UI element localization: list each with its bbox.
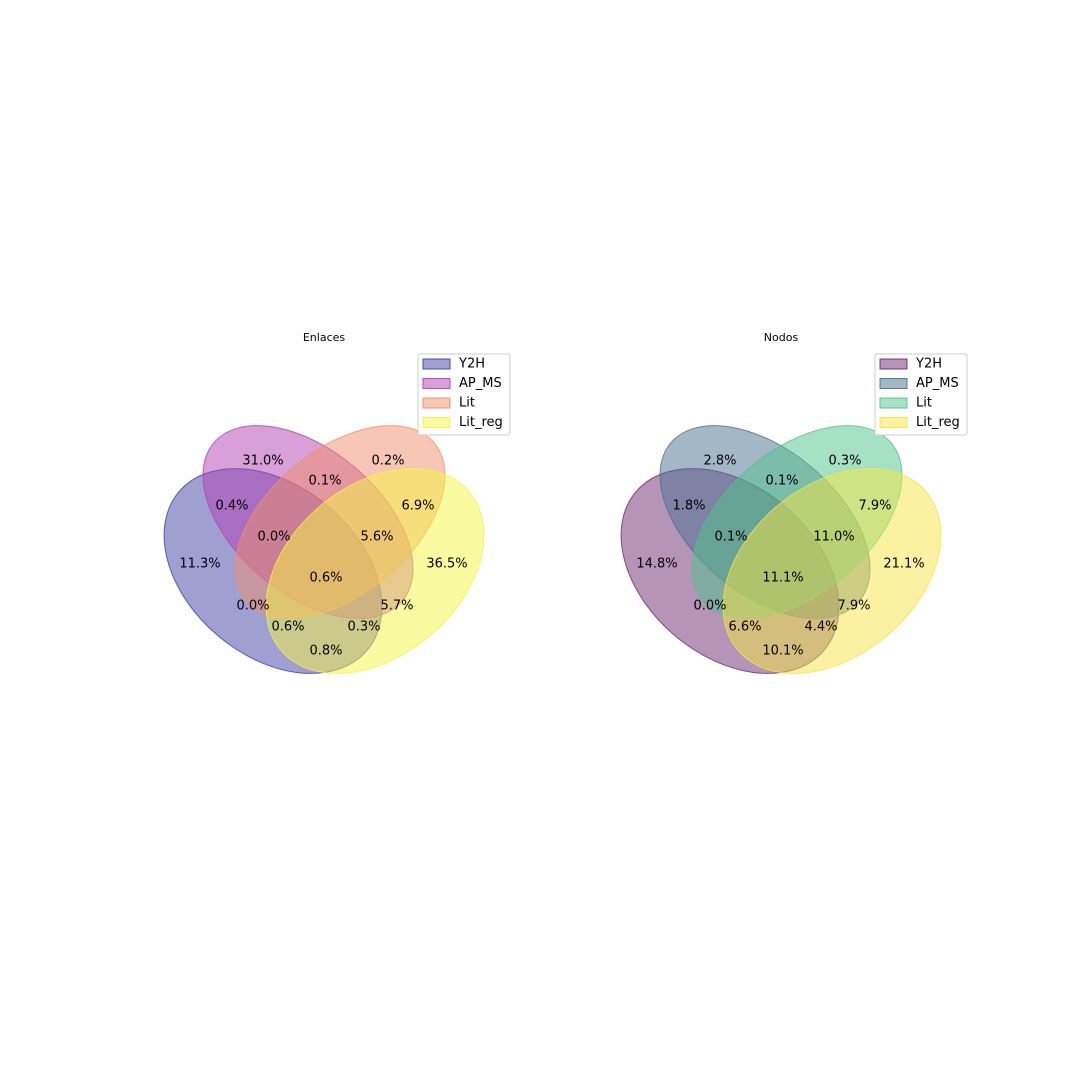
legend-swatch <box>422 397 451 409</box>
legend-label: Lit <box>916 396 932 411</box>
legend-label: Lit <box>459 396 475 411</box>
region-label: 0.2% <box>371 454 404 469</box>
legend-swatch <box>879 358 908 370</box>
set-ellipse-lit-reg <box>265 468 485 674</box>
region-label: 21.1% <box>883 557 924 572</box>
venn-diagram-enlaces: Enlaces 31.0% 0.2% 0.1% 0.4% 6.9% 0.0% 5.6% 11.… <box>163 331 511 674</box>
region-label: 0.8% <box>309 644 342 659</box>
region-label: 0.0% <box>693 599 726 614</box>
legend-swatch <box>879 378 908 389</box>
region-label: 11.3% <box>179 557 220 572</box>
region-label: 0.6% <box>309 571 342 586</box>
legend-label: AP_MS <box>916 376 959 391</box>
venn-diagram-nodos: Nodos 2.8% 0.3% 0.1% 1.8% 7.9% 0.1% 11.0% 14.8%… <box>620 331 968 674</box>
region-label: 7.9% <box>837 599 870 614</box>
region-label: 0.4% <box>215 499 248 514</box>
legend-swatch <box>879 397 908 409</box>
legend-label: AP_MS <box>459 376 502 391</box>
legend: Y2H AP_MS Lit Lit_reg <box>874 353 968 436</box>
legend-label: Y2H <box>915 357 942 372</box>
region-label: 0.0% <box>236 599 269 614</box>
region-label: 0.3% <box>828 454 861 469</box>
region-label: 0.1% <box>308 474 341 489</box>
region-label: 5.6% <box>360 530 393 545</box>
legend: Y2H AP_MS Lit Lit_reg <box>417 353 511 436</box>
legend-swatch <box>879 417 908 428</box>
region-label: 0.0% <box>257 530 290 545</box>
legend-label: Y2H <box>458 357 485 372</box>
set-ellipse-lit-reg <box>722 468 942 674</box>
region-label: 2.8% <box>703 454 736 469</box>
legend-label: Lit_reg <box>916 415 960 430</box>
region-label: 11.1% <box>762 571 803 586</box>
legend-frame <box>417 353 511 436</box>
region-label: 14.8% <box>636 557 677 572</box>
legend-label: Lit_reg <box>459 415 503 430</box>
region-label: 7.9% <box>858 499 891 514</box>
region-label: 31.0% <box>242 454 283 469</box>
region-label: 4.4% <box>804 620 837 635</box>
region-label: 0.6% <box>271 620 304 635</box>
legend-swatch <box>422 378 451 389</box>
region-label: 1.8% <box>672 499 705 514</box>
region-label: 10.1% <box>762 644 803 659</box>
region-label: 0.1% <box>714 530 747 545</box>
region-label: 0.1% <box>765 474 798 489</box>
diagram-title: Enlaces <box>303 331 346 344</box>
region-label: 36.5% <box>426 557 467 572</box>
legend-swatch <box>422 417 451 428</box>
region-label: 11.0% <box>813 530 854 545</box>
region-label: 5.7% <box>380 599 413 614</box>
legend-frame <box>874 353 968 436</box>
region-label: 6.6% <box>728 620 761 635</box>
diagram-title: Nodos <box>764 331 799 344</box>
region-label: 0.3% <box>347 620 380 635</box>
region-label: 6.9% <box>401 499 434 514</box>
legend-swatch <box>422 358 451 370</box>
